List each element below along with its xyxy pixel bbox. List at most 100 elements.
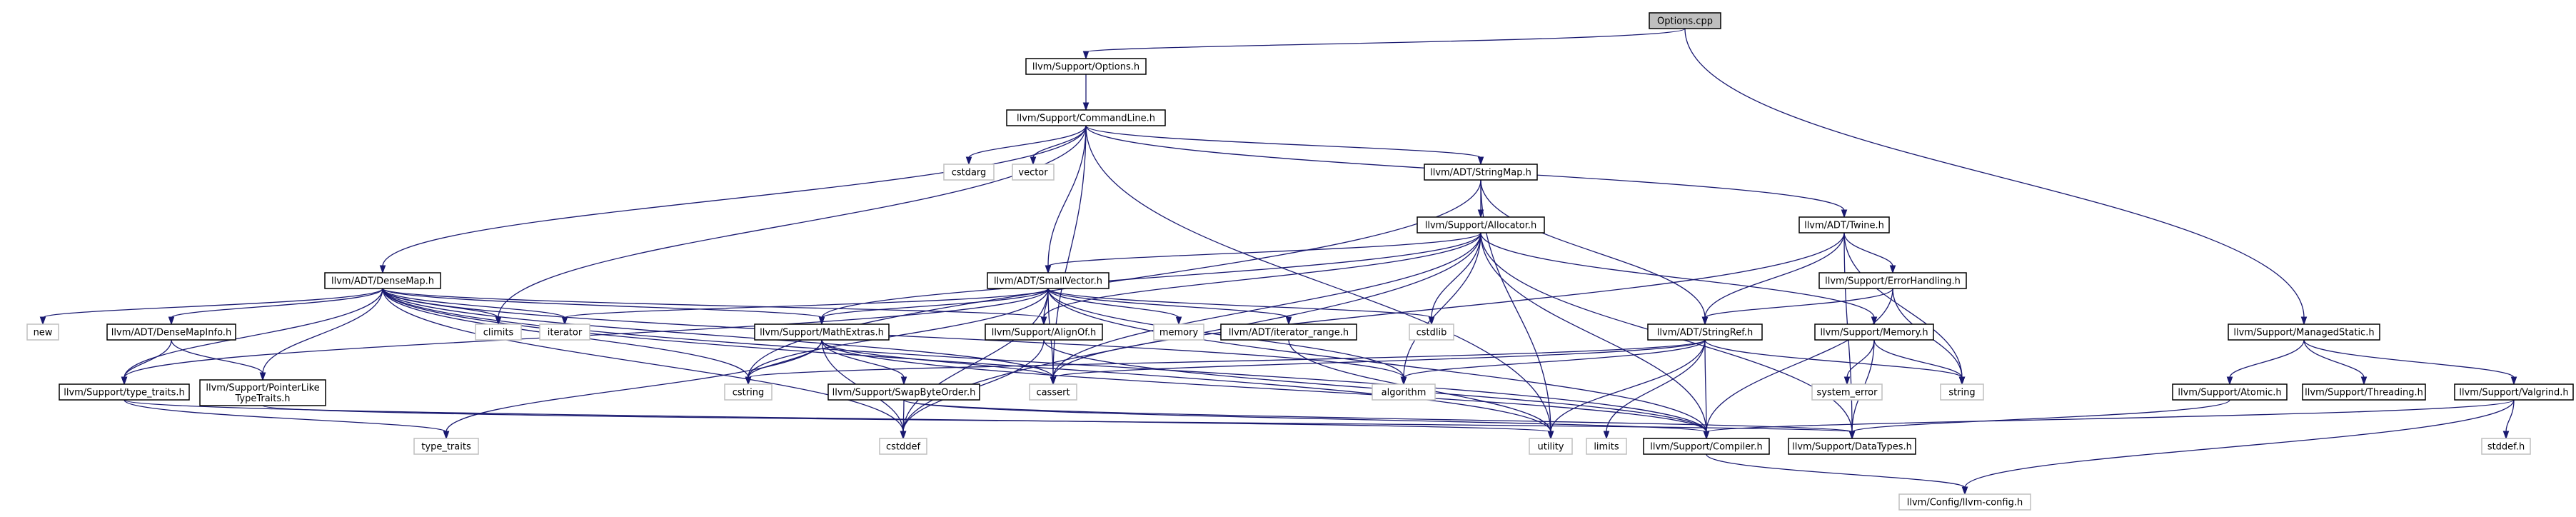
edge-stringmap-h-to-cstring [745,179,1481,386]
node-system-error: system_error [1811,383,1883,401]
node-densemapinfo-h[interactable]: llvm/ADT/DenseMapInfo.h [106,323,236,341]
edge-line [1052,339,1706,378]
edge-line [262,288,383,374]
edge-line [1480,232,1875,318]
node-box [1025,58,1147,75]
edge-line [124,399,447,433]
edge-line [382,288,565,318]
node-box [2481,438,2531,455]
edge-line [382,288,1551,433]
node-box [1643,438,1770,455]
edge-line [1851,399,2230,433]
edge-line [1704,232,1845,318]
node-swapbyteorder-h[interactable]: llvm/Support/SwapByteOrder.h [827,383,980,401]
node-valgrind-h[interactable]: llvm/Support/Valgrind.h [2454,383,2574,401]
edge-managedstatic-h-to-threading-h [2303,339,2368,386]
edge-line [748,288,1049,378]
node-smallvector-h[interactable]: llvm/ADT/SmallVector.h [987,272,1110,289]
edge-line [262,405,1853,433]
edge-arrowhead [1961,486,1968,496]
node-box [1409,323,1454,341]
edge-valgrind-h-to-compiler-h [1703,399,2515,440]
node-label: cstddef [886,442,921,453]
node-box [827,383,980,401]
edge-swapbyteorder-h-to-compiler-h [903,399,1710,440]
edge-mathextras-h-to-swapbyteorder-h [821,339,907,386]
node-label: llvm/Support/Compiler.h [1650,442,1762,453]
edge-arrowhead [1871,316,1878,326]
node-label: memory [1159,328,1199,338]
node-twine-h[interactable]: llvm/ADT/Twine.h [1798,216,1890,234]
edge-layer [39,28,2517,496]
edge-line [382,288,822,318]
node-cstdlib: cstdlib [1409,323,1454,341]
edge-arrowhead [745,376,752,386]
edge-line [1403,339,1706,378]
node-datatypes-h[interactable]: llvm/Support/DataTypes.h [1788,438,1916,455]
edge-type-traits-h-to-type-traits [124,399,450,440]
node-managedstatic-h[interactable]: llvm/Support/ManagedStatic.h [2228,323,2380,341]
edge-arrowhead [39,316,46,326]
edge-options-h-to-commandline-h [1082,74,1090,111]
edge-arrowhead [1703,431,1710,440]
edge-arrowhead [121,376,128,386]
edge-arrowhead [1477,156,1484,166]
edge-line [171,288,383,318]
node-box [1788,438,1916,455]
node-climits: climits [475,323,522,341]
edge-arrowhead [1050,376,1057,386]
edge-line [1704,288,1893,318]
node-compiler-h[interactable]: llvm/Support/Compiler.h [1643,438,1770,455]
node-label: system_error [1817,388,1878,398]
node-box [1006,109,1166,126]
node-atomic-h[interactable]: llvm/Support/Atomic.h [2172,383,2288,401]
node-box [724,383,773,401]
node-stringmap-h[interactable]: llvm/ADT/StringMap.h [1424,164,1538,181]
edge-errorhandling-h-to-stringref-h [1701,288,1893,326]
edge-line [1085,125,1551,433]
node-label: llvm/Support/PointerLike [206,383,319,393]
node-densemap-h[interactable]: llvm/ADT/DenseMap.h [324,272,441,289]
node-errorhandling-h[interactable]: llvm/Support/ErrorHandling.h [1818,272,1967,289]
node-stringref-h[interactable]: llvm/ADT/StringRef.h [1647,323,1763,341]
edge-line [382,288,1045,318]
node-box [1153,323,1204,341]
edge-line [1047,288,1432,318]
node-alignof-h[interactable]: llvm/Support/AlignOf.h [985,323,1103,341]
edge-densemap-h-to-densemapinfo-h [168,288,383,326]
edge-line [902,399,905,433]
node-type-traits-h[interactable]: llvm/Support/type_traits.h [59,383,190,401]
edge-line [1843,232,1963,378]
node-label: llvm/ADT/Twine.h [1804,221,1884,231]
node-label: TypeTraits.h [234,393,290,404]
edge-arrowhead [2300,316,2308,326]
edge-allocator-h-to-cassert [1050,232,1481,386]
node-mathextras-h[interactable]: llvm/Support/MathExtras.h [754,323,890,341]
node-commandline-h[interactable]: llvm/Support/CommandLine.h [1006,109,1166,126]
node-allocator-h[interactable]: llvm/Support/Allocator.h [1417,216,1545,234]
node-options-h[interactable]: llvm/Support/Options.h [1025,58,1147,75]
node-label: llvm/Support/Options.h [1032,62,1139,73]
node-iterator-range-h[interactable]: llvm/ADT/iterator_range.h [1220,323,1357,341]
edge-line [903,399,1707,433]
node-threading-h[interactable]: llvm/Support/Threading.h [2302,383,2426,401]
edge-smallvector-h-to-iterator [561,288,1049,326]
node-box [475,323,522,341]
edge-line [1684,28,2305,318]
edge-line [903,399,1853,433]
edge-arrowhead [2226,376,2233,386]
edge-commandline-h-to-cstdarg [965,125,1087,166]
edge-arrowhead [1045,265,1052,274]
node-label: cstring [733,388,764,398]
node-memory-h[interactable]: llvm/Support/Memory.h [1814,323,1934,341]
node-box [1811,383,1883,401]
edge-smallvector-h-to-iterator-range-h [1047,288,1292,326]
node-box [59,383,190,401]
node-limits: limits [1586,438,1627,455]
node-options-cpp[interactable]: Options.cpp [1649,12,1721,29]
edge-stringref-h-to-algorithm [1400,339,1706,386]
node-label: Options.cpp [1657,16,1713,27]
node-label: llvm/Support/Atomic.h [2178,388,2281,398]
